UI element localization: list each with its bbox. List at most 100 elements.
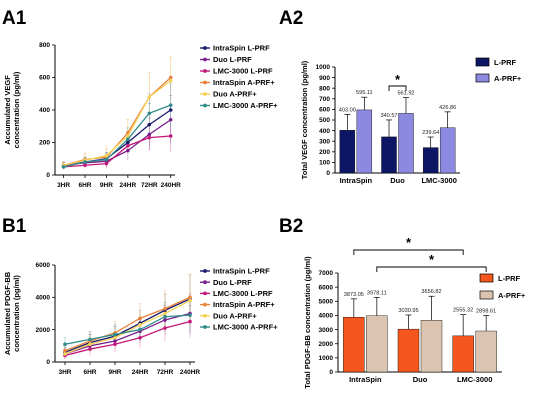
data-point [188,295,192,300]
data-label: 595.11 [356,90,373,96]
bar [439,127,456,174]
series-line [64,296,191,352]
x-tick-label: LMC-3000 [457,375,492,384]
bar [356,109,373,174]
x-tick-label: 6HR [78,182,91,189]
data-point [126,148,130,153]
chart-a2: 0 100 200 300 400 500 600 700 800 900 1000 IntraSpi… [300,57,522,185]
y-tick-label: 0 [46,359,50,366]
x-tick-label: Duo [413,375,428,384]
data-point [138,335,142,340]
y-tick-label: 600 [319,107,330,114]
data-point [104,153,109,158]
panel-label-b2: B2 [279,216,303,237]
bar [397,328,420,373]
data-point [88,347,92,351]
data-point [188,298,192,303]
data-point [147,111,152,116]
y-tick-label: 700 [319,96,330,103]
panel-label-b1: B1 [2,216,27,237]
significance-bracket [376,266,487,272]
y-tick-label: 200 [319,149,330,156]
y-tick-label: 4000 [36,295,51,302]
y-tick-label: 0 [326,170,330,177]
data-point [126,137,130,142]
series-line [63,80,172,166]
bar [420,320,443,373]
legend-label: A-PRF+ [498,291,526,300]
data-label: 2898.61 [476,308,496,314]
data-point [113,332,117,337]
data-label: 2555.32 [453,308,473,314]
data-point [63,348,67,353]
x-tick-label: IntraSpin [349,375,382,384]
series-line [64,314,191,345]
x-tick-label: 9HR [108,369,121,376]
data-point [126,143,130,148]
x-tick-label: 24HR [132,369,149,376]
series-line [64,320,191,357]
data-point [147,122,152,127]
y-tick-label: 200 [39,140,50,147]
data-point [163,326,167,330]
data-point [138,327,142,332]
legend-label: LMC-3000 A-PRF+ [213,101,278,110]
bar [475,330,497,373]
legend-swatch [475,73,490,83]
x-tick-label: 72HR [141,182,158,189]
y-tick-label: 600 [39,75,50,82]
y-tick-label: 500 [319,117,330,124]
data-point [168,134,173,138]
data-point [126,134,130,138]
legend-marker [203,69,207,73]
y-axis-label: Total PDGF-BB concentration (pg/ml) [303,256,312,389]
x-tick-label: 9HR [100,182,113,189]
x-tick-label: 72HR [157,369,174,376]
panel-label-a1: A1 [2,8,27,29]
data-point [83,163,87,168]
legend-label: L-PRF [498,274,520,283]
data-label: 3030.95 [398,308,418,314]
x-tick-label: 3HR [58,369,71,376]
y-tick-label: 4000 [319,313,334,320]
data-label: 239.64 [422,130,439,136]
y-tick-label: 800 [319,85,330,92]
y-tick-label: 3000 [319,327,334,334]
significance-star: * [395,72,401,87]
legend-label: IntraSpin L-PRF [213,267,270,276]
x-tick-label: 24HR [120,182,137,189]
data-point [168,108,173,112]
significance-bracket [388,85,407,91]
y-axis-label: concentration (pg/ml) [12,275,21,352]
legend-label: IntraSpin A-PRF+ [213,78,275,87]
legend-label: Duo L-PRF [213,278,252,287]
bar [398,113,414,174]
panel-label-a2: A2 [279,8,303,29]
legend-swatch [479,273,494,283]
data-point [168,78,173,83]
data-point [104,157,109,162]
y-tick-label: 800 [39,42,50,49]
x-tick-label: IntraSpin [340,176,373,185]
legend-marker [203,46,207,50]
series-line [64,312,191,355]
y-tick-label: 1000 [319,355,334,362]
chart-a1: 0 200 400 600 800 3HR 6HR 9HR 24HR 72HR 240HR Accum… [3,42,278,189]
bar [339,130,356,174]
y-tick-label: 5000 [319,298,334,305]
bar [381,136,397,174]
data-point [126,140,130,145]
x-tick-label: 240HR [161,182,182,189]
data-label: 561.92 [397,91,414,97]
y-tick-label: 2000 [36,327,51,334]
y-tick-label: 1000 [316,64,331,71]
data-point [88,337,92,342]
legend-label: Duo A-PRF+ [213,90,257,99]
legend-swatch [475,57,490,67]
x-tick-label: 3HR [57,182,70,189]
chart-b2: 0 1000 2000 3000 4000 5000 6000 7000 IntraSpin Du… [303,235,526,389]
y-tick-label: 400 [319,128,330,135]
legend-label: A-PRF+ [494,74,522,83]
data-point [63,352,67,356]
data-point [168,103,173,107]
